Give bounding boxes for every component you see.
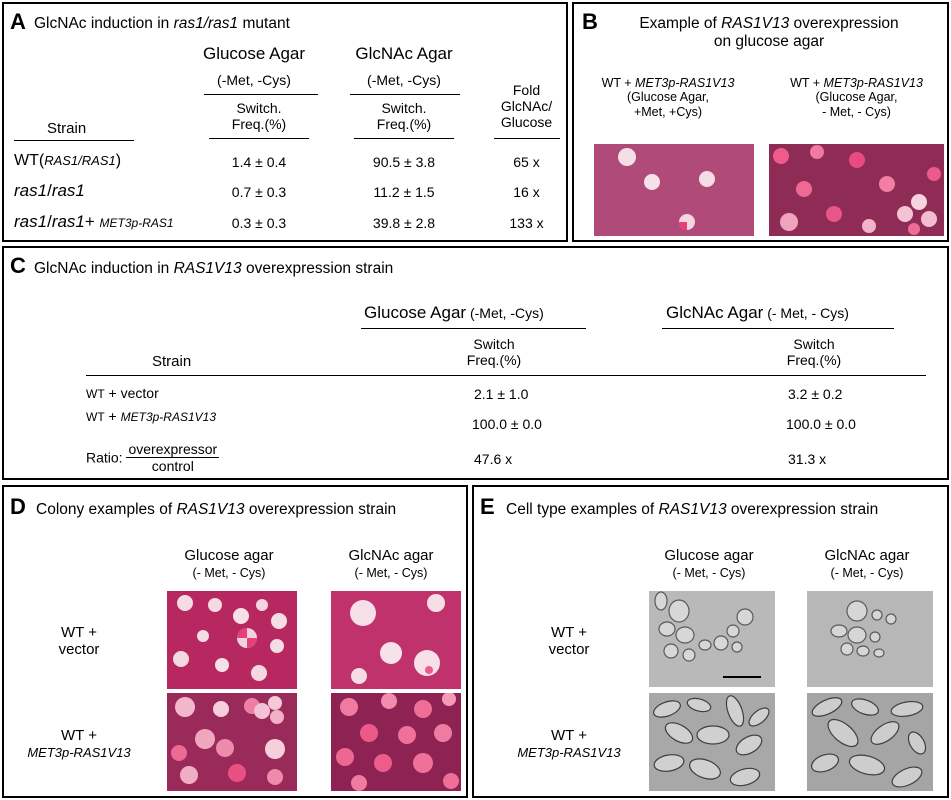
dic-image-vector-glucose xyxy=(649,591,775,687)
panel-e-label: E xyxy=(480,494,495,519)
dic-image-vector-glcnac xyxy=(807,591,933,687)
table-row-strain: WT(RAS1/RAS1) xyxy=(14,152,122,169)
panel-b-left-caption: WT + MET3p-RAS1V13 (Glucose Agar, +Met, +C… xyxy=(601,76,735,119)
table-row-strain: ras1/ras1+ MET3p-RAS1 xyxy=(14,212,174,231)
panel-b-right-caption: WT + MET3p-RAS1V13 (Glucose Agar, - Met, -… xyxy=(790,76,923,119)
panel-b-title: Example of RAS1V13 overexpression on gluc… xyxy=(639,15,899,50)
table-cell: 0.3 ± 0.3 xyxy=(231,215,287,231)
switch-freq-glcnac: Switch Freq.(%) xyxy=(786,336,842,369)
table-cell: 47.6 x xyxy=(474,451,513,467)
glucose-underline xyxy=(361,328,586,329)
switch-glcnac-underline xyxy=(354,138,454,139)
row-label-vector: WT + vector xyxy=(548,624,590,659)
row-label-overexpression: WT + MET3p-RAS1V13 xyxy=(517,727,621,761)
table-cell: 31.3 x xyxy=(788,451,827,467)
table-cell: 100.0 ± 0.0 xyxy=(786,416,856,432)
table-row-strain: WT + MET3p-RAS1V13 xyxy=(86,408,216,424)
row-label-vector: WT + vector xyxy=(58,624,100,659)
table-row-strain: WT + vector xyxy=(86,385,159,401)
strain-underline xyxy=(14,140,134,141)
table-cell: 3.2 ± 0.2 xyxy=(788,386,843,402)
switch-glucose-underline xyxy=(209,138,309,139)
fold-header: Fold GlcNAc/Glucose xyxy=(500,82,553,131)
table-cell: 133 x xyxy=(509,215,544,231)
panel-a-label: A xyxy=(10,9,26,34)
dic-image-overexp-glucose xyxy=(649,693,775,791)
strain-header: Strain xyxy=(152,353,192,370)
table-cell: 1.4 ± 0.4 xyxy=(231,154,287,170)
panel-d: D Colony examples of RAS1V13 overexpress… xyxy=(2,485,468,798)
table-rule xyxy=(86,375,926,376)
col-glucose-header: Glucose agar (- Met, - Cys) xyxy=(664,547,754,581)
switch-freq-glucose: Switch Freq.(%) xyxy=(466,336,522,369)
table-cell: 39.8 ± 2.8 xyxy=(372,215,436,231)
table-cell: 16 x xyxy=(513,184,540,200)
switch-freq-glcnac: Switch. Freq.(%) xyxy=(376,100,432,133)
strain-header: Strain xyxy=(47,120,87,137)
panel-a: A GlcNAc induction in ras1/ras1 mutant G… xyxy=(2,2,568,242)
colony-image-met-minus xyxy=(769,144,944,236)
glcnac-underline xyxy=(350,94,460,95)
col-glucose-sub: (-Met, -Cys) xyxy=(217,72,291,88)
panel-d-title: Colony examples of RAS1V13 overexpressio… xyxy=(36,501,397,518)
ratio-row: Ratio: overexpressor control xyxy=(86,441,220,474)
table-cell: 100.0 ± 0.0 xyxy=(472,416,542,432)
colony-image-met-plus xyxy=(594,144,754,236)
dic-image-overexp-glcnac xyxy=(807,693,933,791)
col-glucose-header: Glucose Agar (-Met, -Cys) xyxy=(364,303,544,322)
panel-c-title: GlcNAc induction in RAS1V13 overexpressi… xyxy=(34,260,394,277)
glucose-underline xyxy=(204,94,318,95)
glcnac-underline xyxy=(662,328,894,329)
panel-b: B Example of RAS1V13 overexpression on gl… xyxy=(572,2,949,242)
table-cell: 11.2 ± 1.5 xyxy=(373,184,435,200)
table-row-strain: ras1/ras1 xyxy=(14,181,85,200)
panel-d-label: D xyxy=(10,494,26,519)
table-cell: 2.1 ± 1.0 xyxy=(474,386,529,402)
row-label-overexpression: WT + MET3p-RAS1V13 xyxy=(27,727,131,761)
colony-image-overexp-glcnac xyxy=(331,693,461,791)
col-glcnac-header: GlcNAc Agar (- Met, - Cys) xyxy=(666,303,849,322)
col-glcnac-header: GlcNAc Agar xyxy=(355,44,453,63)
table-cell: 0.7 ± 0.3 xyxy=(231,184,287,200)
panel-e-title: Cell type examples of RAS1V13 overexpres… xyxy=(506,501,879,518)
panel-a-title: GlcNAc induction in ras1/ras1 mutant xyxy=(34,15,290,32)
panel-c: C GlcNAc induction in RAS1V13 overexpres… xyxy=(2,246,949,480)
panel-c-label: C xyxy=(10,253,26,278)
col-glucose-header: Glucose agar (- Met, - Cys) xyxy=(184,547,274,581)
col-glcnac-sub: (-Met, -Cys) xyxy=(367,72,441,88)
col-glucose-header: Glucose Agar xyxy=(202,44,306,63)
table-cell: 65 x xyxy=(513,154,540,170)
switch-freq-glucose: Switch. Freq.(%) xyxy=(231,100,287,133)
panel-b-label: B xyxy=(582,9,598,34)
colony-image-overexp-glucose xyxy=(167,693,297,791)
col-glcnac-header: GlcNAc agar (- Met, - Cys) xyxy=(824,547,910,581)
table-cell: 90.5 ± 3.8 xyxy=(372,154,436,170)
colony-image-vector-glucose xyxy=(167,591,297,689)
fold-underline xyxy=(494,138,560,139)
panel-e: E Cell type examples of RAS1V13 overexpr… xyxy=(472,485,949,798)
ratio-fraction: overexpressor control xyxy=(126,441,220,474)
colony-image-vector-glcnac xyxy=(331,591,461,689)
col-glcnac-header: GlcNAc agar (- Met, - Cys) xyxy=(348,547,434,581)
